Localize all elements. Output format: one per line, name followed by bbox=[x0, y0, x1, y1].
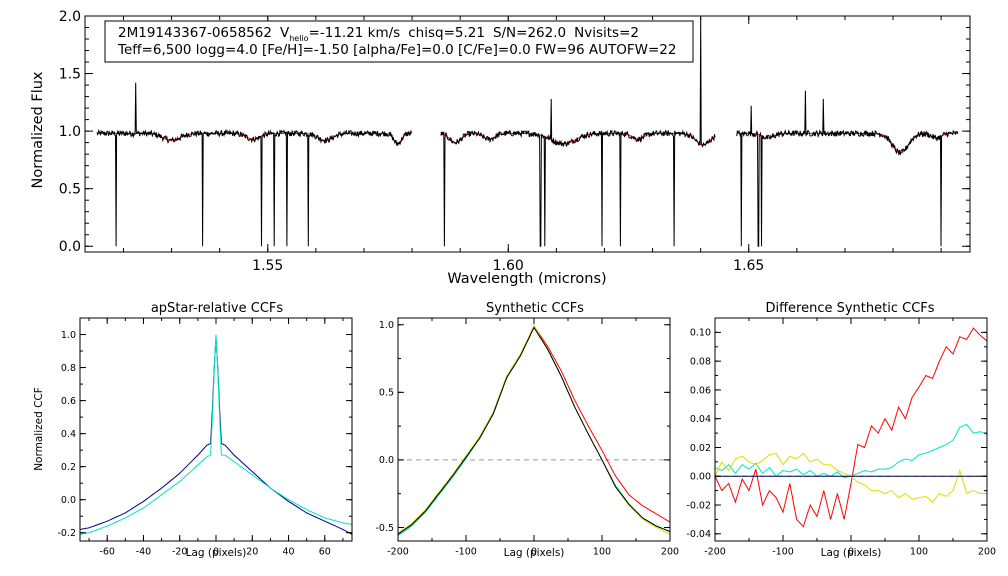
apstar-xtick-label: 40 bbox=[282, 547, 294, 558]
synthetic-ccf-xlabel: Lag (pixels) bbox=[504, 547, 565, 559]
annotation-box: 2M19143367-0658562 Vhelio=-11.21 km/s chis… bbox=[104, 20, 694, 63]
synthetic-xtick-label: 100 bbox=[593, 547, 611, 558]
difference-ytick-label: 0.10 bbox=[690, 328, 711, 339]
apstar-ccf-xlabel: Lag (pixels) bbox=[186, 547, 247, 559]
difference-ccf-xlabel: Lag (pixels) bbox=[821, 547, 882, 559]
apstar-ytick-label: -0.2 bbox=[57, 528, 76, 539]
difference-ytick-label: -0.04 bbox=[686, 529, 711, 540]
spectrum-xlabel: Wavelength (microns) bbox=[447, 271, 606, 287]
star-id: 2M19143367-0658562 bbox=[118, 25, 272, 41]
synthetic-ccf-panel: Synthetic CCFs -200 -100 0 100 200 -0.5 0.0 0.5… bbox=[375, 301, 679, 559]
synthetic-ytick-label: 0.0 bbox=[379, 455, 394, 466]
synthetic-ccf-series bbox=[397, 325, 671, 537]
spectrum-observed-chip-1 bbox=[96, 82, 413, 247]
apstar-ytick-label: 0.2 bbox=[61, 462, 76, 473]
apstar-xtick-label: 0 bbox=[213, 547, 219, 558]
spectrum-observed-chip-3 bbox=[736, 90, 959, 247]
synthetic-series-black bbox=[397, 326, 671, 535]
apstar-ytick-label: 0.4 bbox=[61, 429, 76, 440]
annotation-line-2: Teff=6,500 logg=4.0 [Fe/H]=-1.50 [alpha/… bbox=[117, 42, 676, 58]
vhelio-subscript: helio bbox=[289, 34, 308, 43]
apstar-ccf-ylabel: Normalized CCF bbox=[33, 387, 45, 471]
synthetic-xtick-label: -200 bbox=[387, 547, 409, 558]
difference-ccf-series bbox=[714, 327, 988, 528]
difference-ytick-label: 0.00 bbox=[690, 472, 711, 483]
difference-xtick-label: -100 bbox=[772, 547, 794, 558]
synthetic-ytick-label: 1.0 bbox=[379, 320, 394, 331]
difference-xtick-label: -200 bbox=[704, 547, 726, 558]
difference-ytick-label: -0.02 bbox=[686, 500, 711, 511]
synthetic-xtick-label: 0 bbox=[531, 547, 537, 558]
apstar-series-visit-2 bbox=[79, 334, 353, 535]
difference-ccf-ticks: -200 -100 0 100 200 -0.04 -0.02 0.00 0.02 0.04 0.0… bbox=[686, 317, 996, 558]
difference-xtick-label: 100 bbox=[910, 547, 928, 558]
annotation-frame bbox=[104, 20, 694, 63]
spectrum-ytick-label: 0.5 bbox=[59, 182, 81, 198]
synthetic-ytick-label: 0.5 bbox=[379, 388, 394, 399]
spectrum-ytick-label: 1.5 bbox=[59, 66, 81, 82]
spectrum-ytick-label: 2.0 bbox=[59, 9, 81, 25]
difference-xtick-label: 0 bbox=[848, 547, 854, 558]
apstar-xtick-label: -20 bbox=[172, 547, 188, 558]
spectrum-xtick-label: 1.55 bbox=[252, 258, 283, 274]
spectrum-axes-frame bbox=[84, 15, 971, 253]
difference-ytick-label: 0.04 bbox=[690, 414, 711, 425]
spectrum-panel: 1.55 1.60 1.65 0.0 0.5 1.0 1.5 2.0 Wavelength (… bbox=[30, 9, 971, 287]
spectrum-ytick-label: 1.0 bbox=[59, 124, 81, 140]
apstar-ccf-series bbox=[79, 334, 353, 535]
difference-ytick-label: 0.06 bbox=[690, 385, 711, 396]
spectrum-ylabel: Normalized Flux bbox=[30, 71, 46, 188]
apstar-ytick-label: 0.8 bbox=[61, 363, 76, 374]
difference-xtick-label: 200 bbox=[978, 547, 996, 558]
spectrum-series bbox=[96, 15, 959, 247]
spectrum-ticks: 1.55 1.60 1.65 0.0 0.5 1.0 1.5 2.0 bbox=[59, 9, 970, 274]
difference-ccf-title: Difference Synthetic CCFs bbox=[765, 301, 934, 316]
apstar-ccf-ticks: -60 -40 -20 0 20 40 60 -0.2 0.0 0.2 0.4 0.6 0.8 1.0 bbox=[57, 317, 352, 558]
spectrum-ytick-label: 0.0 bbox=[59, 239, 81, 255]
nvisits: Nvisits=2 bbox=[574, 25, 639, 41]
apstar-xtick-label: -40 bbox=[136, 547, 152, 558]
synthetic-ytick-label: -0.5 bbox=[375, 523, 394, 534]
difference-ytick-label: 0.02 bbox=[690, 443, 711, 454]
difference-ytick-label: 0.08 bbox=[690, 356, 711, 367]
apstar-xtick-label: 20 bbox=[246, 547, 258, 558]
synthetic-xtick-label: 200 bbox=[661, 547, 679, 558]
synthetic-ccf-title: Synthetic CCFs bbox=[486, 301, 584, 316]
apstar-ytick-label: 0.0 bbox=[61, 495, 76, 506]
difference-ccf-panel: Difference Synthetic CCFs -200 -100 0 100 20… bbox=[686, 301, 996, 559]
chisq: chisq=5.21 bbox=[408, 25, 485, 41]
synthetic-xtick-label: -100 bbox=[455, 547, 477, 558]
spectrum-observed-chip-2 bbox=[440, 15, 716, 247]
apstar-ccf-panel: apStar-relative CCFs -60 -40 -20 0 20 40 60 -0.… bbox=[33, 301, 353, 559]
snr: S/N=262.0 bbox=[493, 25, 566, 41]
vhelio-label: V bbox=[280, 25, 290, 41]
apstar-ccf-title: apStar-relative CCFs bbox=[151, 301, 284, 316]
synthetic-ccf-ticks: -200 -100 0 100 200 -0.5 0.0 0.5 1.0 bbox=[375, 318, 679, 558]
apstar-ytick-label: 0.6 bbox=[61, 396, 76, 407]
spectrum-xtick-label: 1.65 bbox=[733, 258, 764, 274]
apstar-xtick-label: 60 bbox=[319, 547, 331, 558]
vhelio-value: =-11.21 km/s bbox=[309, 25, 401, 41]
spectrum-xtick-label: 1.60 bbox=[493, 258, 524, 274]
difference-series-visit-1 bbox=[714, 327, 988, 528]
annotation-line-1: 2M19143367-0658562 Vhelio=-11.21 km/s chis… bbox=[118, 25, 639, 43]
apstar-ytick-label: 1.0 bbox=[61, 330, 76, 341]
synthetic-series-template bbox=[397, 325, 671, 535]
apstar-xtick-label: -60 bbox=[99, 547, 115, 558]
